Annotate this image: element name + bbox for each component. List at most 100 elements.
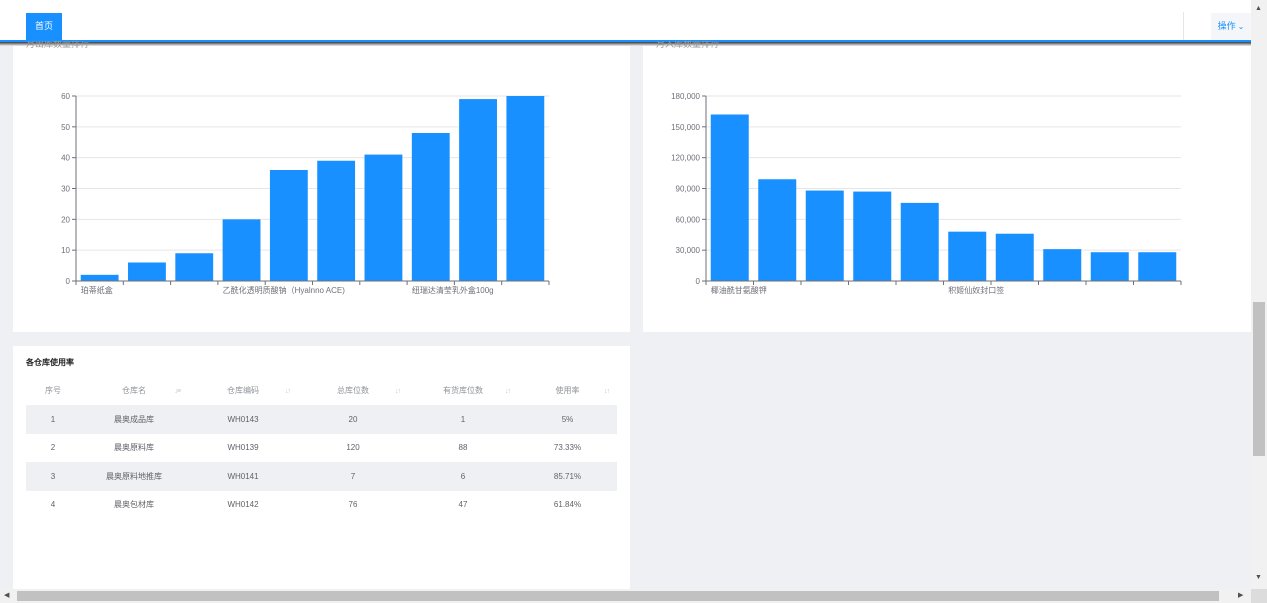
vertical-scroll-thumb[interactable]: [1253, 302, 1265, 456]
y-tick-label: 30,000: [676, 246, 701, 255]
cell-warehouse-code: WH0142: [227, 500, 259, 510]
y-tick-label: 10: [61, 246, 70, 255]
x-tick-label: 积姬仙奴封口签: [948, 285, 1004, 295]
vertical-scrollbar[interactable]: [1251, 0, 1267, 589]
y-tick-label: 90,000: [676, 185, 701, 194]
cell-index: 2: [50, 443, 56, 453]
scroll-up-icon[interactable]: ▲: [1255, 5, 1262, 12]
column-header: 序号: [45, 386, 61, 395]
column-header[interactable]: 有货库位数 ↓↑: [443, 386, 511, 395]
column-header[interactable]: 仓库编码 ↓↑: [227, 386, 291, 395]
y-tick-label: 40: [61, 154, 70, 163]
outbound-ranking-card: 月出库数量排行 0 10 20 30 40 50 60 珀蒂纸盒 乙酰化透明质酸钠（Hyalnn…: [13, 41, 630, 332]
y-tick-label: 0: [66, 277, 71, 286]
sort-icon[interactable]: ↓↑: [285, 388, 291, 395]
y-tick-label: 60,000: [676, 215, 701, 224]
bar[interactable]: [364, 154, 403, 281]
bar[interactable]: [1043, 249, 1082, 281]
scroll-left-icon[interactable]: ◀: [4, 592, 10, 599]
table-row[interactable]: 3 晨奥原料地推库 WH0141 7 6 85.71%: [26, 462, 617, 491]
chart-title: 月入库数量排行: [656, 41, 720, 49]
bar[interactable]: [506, 96, 545, 281]
cell-occupied-locations: 6: [460, 471, 466, 481]
table-title: 各仓库使用率: [26, 358, 74, 367]
inbound-ranking-chart: 0 30,000 60,000 90,000 120,000 150,000 180,000…: [671, 92, 1182, 295]
scroll-right-icon[interactable]: ▶: [1238, 592, 1244, 599]
cell-warehouse-code: WH0143: [227, 414, 259, 424]
cell-warehouse-name: 晨奥原料地推库: [106, 471, 162, 481]
sort-icon[interactable]: ↓↑: [604, 388, 610, 395]
warehouse-usage-table: 序号 仓库名 ↓≡ 仓库编码 ↓↑ 总库位数 ↓↑ 有货库位数 ↓↑ 使用率 ↓↑ 1 晨…: [26, 376, 617, 519]
horizontal-scroll-thumb[interactable]: [17, 591, 1219, 601]
cell-warehouse-code: WH0141: [227, 471, 259, 481]
bar[interactable]: [1138, 252, 1177, 281]
sort-icon[interactable]: ↓≡: [174, 388, 181, 395]
bar[interactable]: [805, 190, 844, 281]
x-tick-label: 珀蒂纸盒: [81, 285, 113, 295]
operations-label: 操作: [1217, 21, 1236, 31]
table-row[interactable]: 2 晨奥原料库 WH0139 120 88 73.33%: [26, 434, 617, 463]
y-tick-label: 180,000: [671, 92, 700, 101]
column-header[interactable]: 使用率 ↓↑: [555, 386, 611, 395]
tab-home[interactable]: 首页: [26, 13, 62, 40]
x-tick-label: 乙酰化透明质酸钠（Hyalnno ACE): [223, 285, 346, 295]
cell-index: 1: [50, 414, 56, 424]
bar[interactable]: [459, 99, 497, 281]
bar[interactable]: [948, 231, 987, 281]
cell-usage-rate: 73.33%: [553, 443, 582, 453]
bar[interactable]: [317, 160, 356, 281]
bar[interactable]: [1090, 252, 1129, 281]
scroll-down-icon[interactable]: ▼: [1255, 574, 1262, 581]
cell-warehouse-name: 晨奥原料库: [114, 443, 154, 453]
warehouse-usage-card: 各仓库使用率 序号 仓库名 ↓≡ 仓库编码 ↓↑ 总库位数 ↓↑ 有货库位数 ↓↑ 使用…: [13, 346, 630, 589]
table-row[interactable]: 1 晨奥成品库 WH0143 20 1 5%: [26, 405, 617, 434]
bar[interactable]: [758, 179, 797, 281]
table-row[interactable]: 4 晨奥包材库 WH0142 76 47 61.84%: [26, 491, 617, 520]
column-header[interactable]: 总库位数 ↓↑: [337, 386, 401, 395]
x-tick-label: 纽瑞达清莹乳外盒100g: [412, 285, 494, 295]
y-tick-label: 150,000: [671, 123, 700, 132]
operations-dropdown[interactable]: 操作 ⌄: [1211, 13, 1251, 40]
bar[interactable]: [853, 191, 892, 281]
outbound-ranking-chart: 0 10 20 30 40 50 60 珀蒂纸盒 乙酰化透明质酸钠（Hyalnno ACE) 纽瑞…: [61, 92, 550, 295]
y-tick-label: 60: [61, 92, 70, 101]
cell-total-locations: 76: [348, 500, 358, 510]
bar[interactable]: [269, 170, 308, 281]
cell-occupied-locations: 47: [458, 500, 468, 510]
x-tick-label: 椰油酰甘氨酸钾: [711, 285, 767, 295]
bar[interactable]: [80, 274, 119, 281]
y-tick-label: 120,000: [671, 154, 700, 163]
cell-usage-rate: 5%: [561, 414, 574, 424]
bar[interactable]: [710, 114, 749, 282]
cell-total-locations: 120: [346, 443, 360, 453]
y-tick-label: 20: [61, 215, 70, 224]
cell-usage-rate: 61.84%: [553, 500, 582, 510]
y-tick-label: 0: [696, 277, 701, 286]
scrollbar-corner: [1251, 589, 1267, 603]
y-tick-label: 50: [61, 123, 70, 132]
sort-icon[interactable]: ↓↑: [395, 388, 401, 395]
bar[interactable]: [995, 233, 1034, 281]
cell-warehouse-name: 晨奥成品库: [114, 414, 154, 424]
chart-title: 月出库数量排行: [26, 41, 90, 49]
cell-total-locations: 7: [350, 471, 356, 481]
bar[interactable]: [411, 133, 450, 281]
cell-index: 4: [50, 500, 56, 510]
chevron-down-icon: ⌄: [1237, 22, 1245, 31]
cell-warehouse-name: 晨奥包材库: [114, 500, 154, 510]
tab-bar: 首页 操作 ⌄: [0, 0, 1251, 42]
cell-usage-rate: 85.71%: [553, 471, 582, 481]
cell-occupied-locations: 88: [458, 443, 468, 453]
bar[interactable]: [900, 202, 939, 281]
inbound-ranking-card: 月入库数量排行 0 30,000 60,000 90,000 120,000 150,00…: [643, 41, 1251, 332]
header-shadow: [0, 42, 1251, 46]
column-header[interactable]: 仓库名 ↓≡: [122, 386, 181, 395]
cell-index: 3: [50, 471, 56, 481]
sort-icon[interactable]: ↓↑: [505, 388, 511, 395]
cell-total-locations: 20: [348, 414, 358, 424]
cell-occupied-locations: 1: [460, 414, 466, 424]
bar[interactable]: [128, 262, 166, 282]
bar[interactable]: [175, 253, 214, 281]
bar[interactable]: [222, 219, 261, 281]
cell-warehouse-code: WH0139: [227, 443, 259, 453]
